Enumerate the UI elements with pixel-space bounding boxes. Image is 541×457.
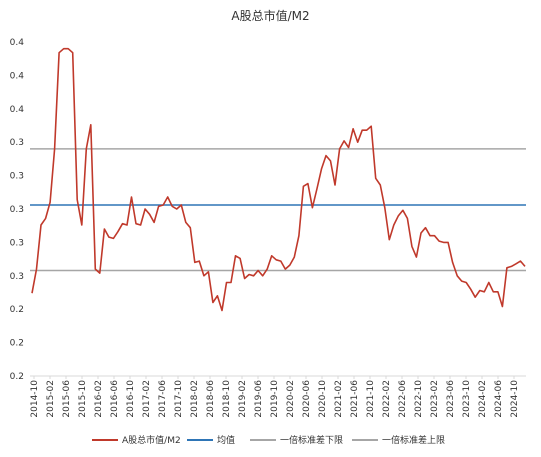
x-tick-label: 2021-10 (366, 380, 376, 418)
legend-label: 一倍标准差上限 (382, 434, 445, 446)
y-tick-label: 0.3 (10, 205, 24, 215)
x-tick-label: 2015-06 (62, 380, 72, 418)
chart-title: A股总市值/M2 (231, 9, 310, 23)
x-tick-label: 2023-02 (430, 380, 440, 418)
series-line-a-share-m2 (31, 47, 526, 312)
x-tick-label: 2016-10 (126, 380, 136, 418)
y-tick-label: 0.4 (10, 38, 25, 48)
y-tick-label: 0.4 (10, 71, 25, 81)
y-tick-label: 0.3 (10, 138, 24, 148)
x-tick-label: 2014-10 (30, 380, 40, 418)
x-tick-label: 2015-02 (46, 380, 56, 418)
y-tick-label: 0.3 (10, 238, 24, 248)
x-tick-label: 2023-06 (446, 380, 456, 418)
x-tick-label: 2020-10 (318, 380, 328, 418)
x-tick-label: 2022-06 (398, 380, 408, 418)
legend: A股总市值/M2 均值 一倍标准差下限 一倍标准差上限 (92, 434, 445, 446)
legend-label: 一倍标准差下限 (280, 434, 343, 446)
x-tick-label: 2019-02 (238, 380, 248, 418)
x-tick-label: 2021-02 (334, 380, 344, 418)
y-tick-label: 0.2 (10, 372, 24, 382)
x-tick-label: 2016-02 (94, 380, 104, 418)
y-tick-label: 0.3 (10, 272, 24, 282)
reference-lines (30, 148, 526, 272)
y-tick-label: 0.2 (10, 305, 24, 315)
x-tick-label: 2018-10 (222, 380, 232, 418)
y-axis: 0.2 0.2 0.2 0.3 0.3 0.3 0.3 0.3 0.4 0.4 0.4 (10, 38, 25, 382)
x-tick-label: 2023-10 (462, 380, 472, 418)
x-tick-label: 2018-02 (190, 380, 200, 418)
x-tick-label: 2021-06 (350, 380, 360, 418)
x-tick-label: 2020-06 (302, 380, 312, 418)
main-series (31, 47, 526, 312)
x-tick-label: 2017-10 (174, 380, 184, 418)
x-tick-label: 2019-06 (254, 380, 264, 418)
x-tick-label: 2022-10 (414, 380, 424, 418)
x-tick-label: 2022-02 (382, 380, 392, 418)
x-tick-label: 2017-02 (142, 380, 152, 418)
x-tick-label: 2016-06 (110, 380, 120, 418)
legend-label: 均值 (217, 434, 235, 446)
y-tick-label: 0.3 (10, 172, 24, 182)
y-tick-label: 0.4 (10, 105, 25, 115)
legend-label: A股总市值/M2 (122, 434, 181, 446)
x-tick-label: 2015-10 (78, 380, 88, 418)
x-tick-label: 2019-10 (270, 380, 280, 418)
x-tick-label: 2020-02 (286, 380, 296, 418)
x-tick-label: 2024-10 (510, 380, 520, 418)
y-tick-label: 0.2 (10, 339, 24, 349)
x-tick-label: 2017-06 (158, 380, 168, 418)
x-tick-label: 2018-06 (206, 380, 216, 418)
x-axis: 2014-10 2015-02 2015-06 2015-10 2016-02 2016-… (30, 375, 526, 418)
x-tick-label: 2024-06 (494, 380, 504, 418)
x-tick-label: 2024-02 (478, 380, 488, 418)
